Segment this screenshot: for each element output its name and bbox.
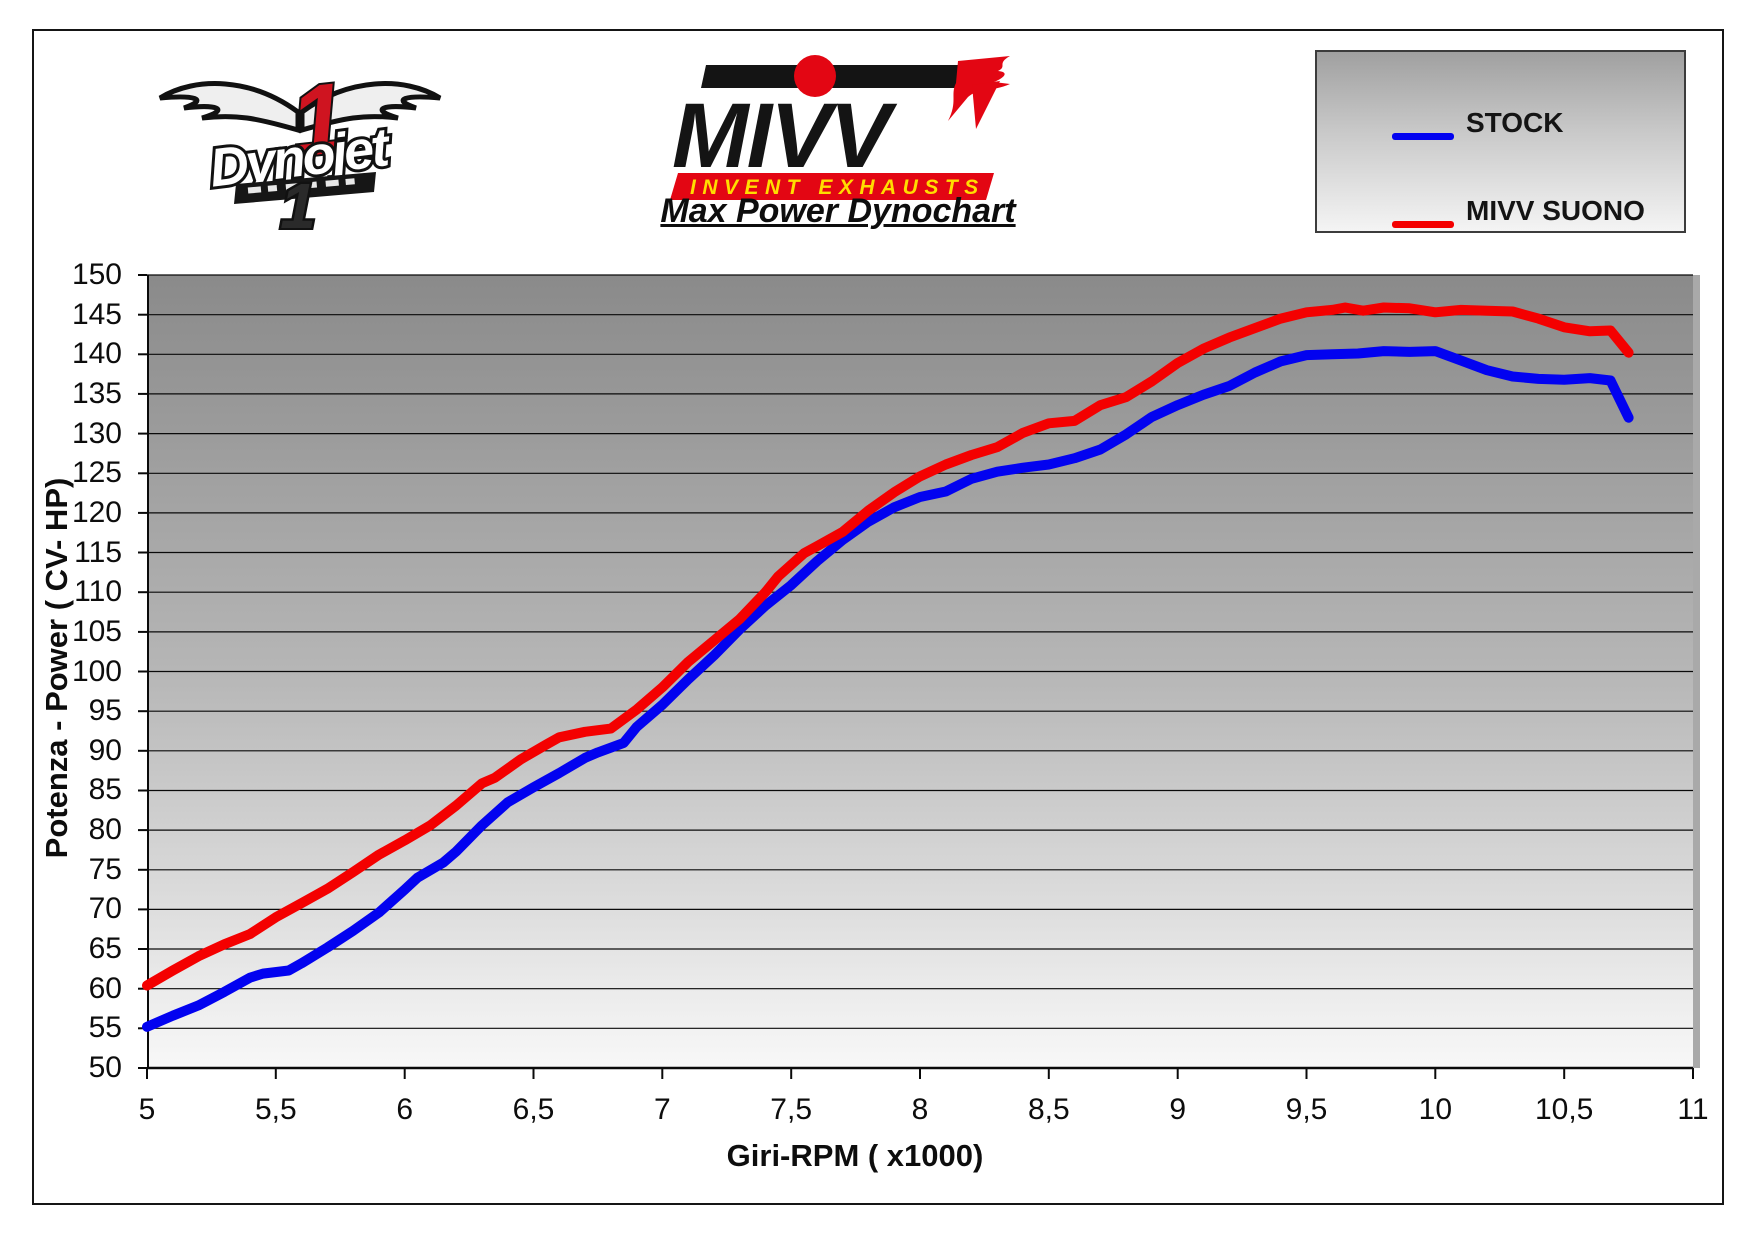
mivv-logo-graphic: MIVV INVENT EXHAUSTS bbox=[670, 55, 1010, 200]
mivv-top-bar bbox=[701, 65, 982, 88]
page-border bbox=[32, 29, 1724, 1205]
x-axis-title: Giri-RPM ( x1000) bbox=[726, 1138, 984, 1173]
x-tick-label: 10,5 bbox=[1534, 1093, 1594, 1126]
y-tick-label: 125 bbox=[71, 456, 122, 490]
plot-right-border bbox=[1693, 275, 1700, 1068]
x-tick-label: 8,5 bbox=[1027, 1093, 1070, 1126]
y-tick-label: 100 bbox=[71, 654, 122, 688]
dynojet-banner-checkers bbox=[247, 178, 355, 194]
x-tick-label: 7 bbox=[653, 1093, 671, 1126]
mivv-suono-curve bbox=[142, 302, 1634, 991]
dynojet-banner bbox=[234, 172, 376, 204]
x-tick-label: 6,5 bbox=[512, 1093, 555, 1126]
dynojet-logo-graphic: 1 Dynojet 1 bbox=[158, 60, 442, 245]
x-tick-label: 9,5 bbox=[1285, 1093, 1328, 1126]
x-tick-label: 8 bbox=[911, 1093, 929, 1126]
dyno-chart-svg bbox=[138, 274, 1700, 1079]
dynojet-wing-left bbox=[158, 81, 301, 134]
dynojet-logo: 1 Dynojet 1 bbox=[150, 52, 450, 245]
mivv-logo: MIVV INVENT EXHAUSTS bbox=[660, 55, 1010, 205]
x-tick-label: 5 bbox=[138, 1093, 156, 1126]
stock-curve bbox=[142, 346, 1634, 1032]
y-tick-label: 115 bbox=[74, 535, 122, 569]
mivv-dot-icon bbox=[794, 55, 836, 97]
y-tick-label: 110 bbox=[74, 575, 122, 609]
y-tick-label: 105 bbox=[71, 614, 122, 648]
legend-label-mivv-suono: MIVV SUONO bbox=[1466, 195, 1645, 226]
y-tick-label: 55 bbox=[88, 1011, 122, 1045]
legend-item-mivv-suono: MIVV SUONO bbox=[1392, 195, 1645, 240]
mivv-flame-blade bbox=[972, 81, 1000, 129]
y-tick-label: 120 bbox=[71, 495, 122, 529]
y-tick-label: 50 bbox=[88, 1051, 122, 1084]
y-tick-label: 95 bbox=[88, 694, 122, 728]
mivv-brand-text: MIVV bbox=[672, 85, 898, 187]
legend-label-stock: STOCK bbox=[1466, 107, 1564, 138]
dynojet-numeral-bottom: 1 bbox=[280, 170, 316, 230]
x-tick-label: 11 bbox=[1677, 1093, 1709, 1126]
stock-line-swatch bbox=[1392, 132, 1454, 140]
mivv-suono-line-swatch bbox=[1392, 220, 1454, 228]
y-tick-label: 60 bbox=[88, 971, 122, 1005]
x-tick-label: 9 bbox=[1169, 1093, 1186, 1126]
chart-title: Max Power Dynochart bbox=[660, 192, 1016, 230]
y-tick-label: 85 bbox=[88, 773, 122, 807]
y-tick-label: 150 bbox=[71, 258, 122, 291]
y-tick-label: 130 bbox=[71, 416, 122, 450]
dynojet-wing-right bbox=[299, 81, 442, 134]
y-tick-label: 140 bbox=[71, 337, 122, 371]
legend-box: STOCK MIVV SUONO bbox=[1315, 50, 1686, 233]
mivv-tagline-text: INVENT EXHAUSTS bbox=[690, 176, 985, 199]
y-tick-label: 75 bbox=[88, 852, 122, 886]
plot-area bbox=[138, 274, 1700, 1079]
y-axis-title: Potenza - Power ( CV- HP) bbox=[39, 477, 74, 859]
y-tick-label: 80 bbox=[88, 813, 122, 847]
x-tick-label: 6 bbox=[396, 1093, 413, 1126]
y-tick-label: 70 bbox=[88, 892, 122, 926]
x-tick-label: 10 bbox=[1418, 1093, 1453, 1126]
y-tick-label: 90 bbox=[88, 733, 122, 767]
legend-item-stock: STOCK bbox=[1392, 107, 1564, 152]
mivv-banner bbox=[670, 173, 994, 200]
x-tick-label: 7,5 bbox=[770, 1093, 813, 1126]
y-tick-label: 65 bbox=[88, 932, 122, 966]
x-tick-label: 5,5 bbox=[254, 1093, 297, 1126]
dynojet-numeral-top: 1 bbox=[285, 62, 352, 179]
y-tick-label: 145 bbox=[71, 297, 122, 331]
y-tick-label: 135 bbox=[71, 376, 122, 410]
